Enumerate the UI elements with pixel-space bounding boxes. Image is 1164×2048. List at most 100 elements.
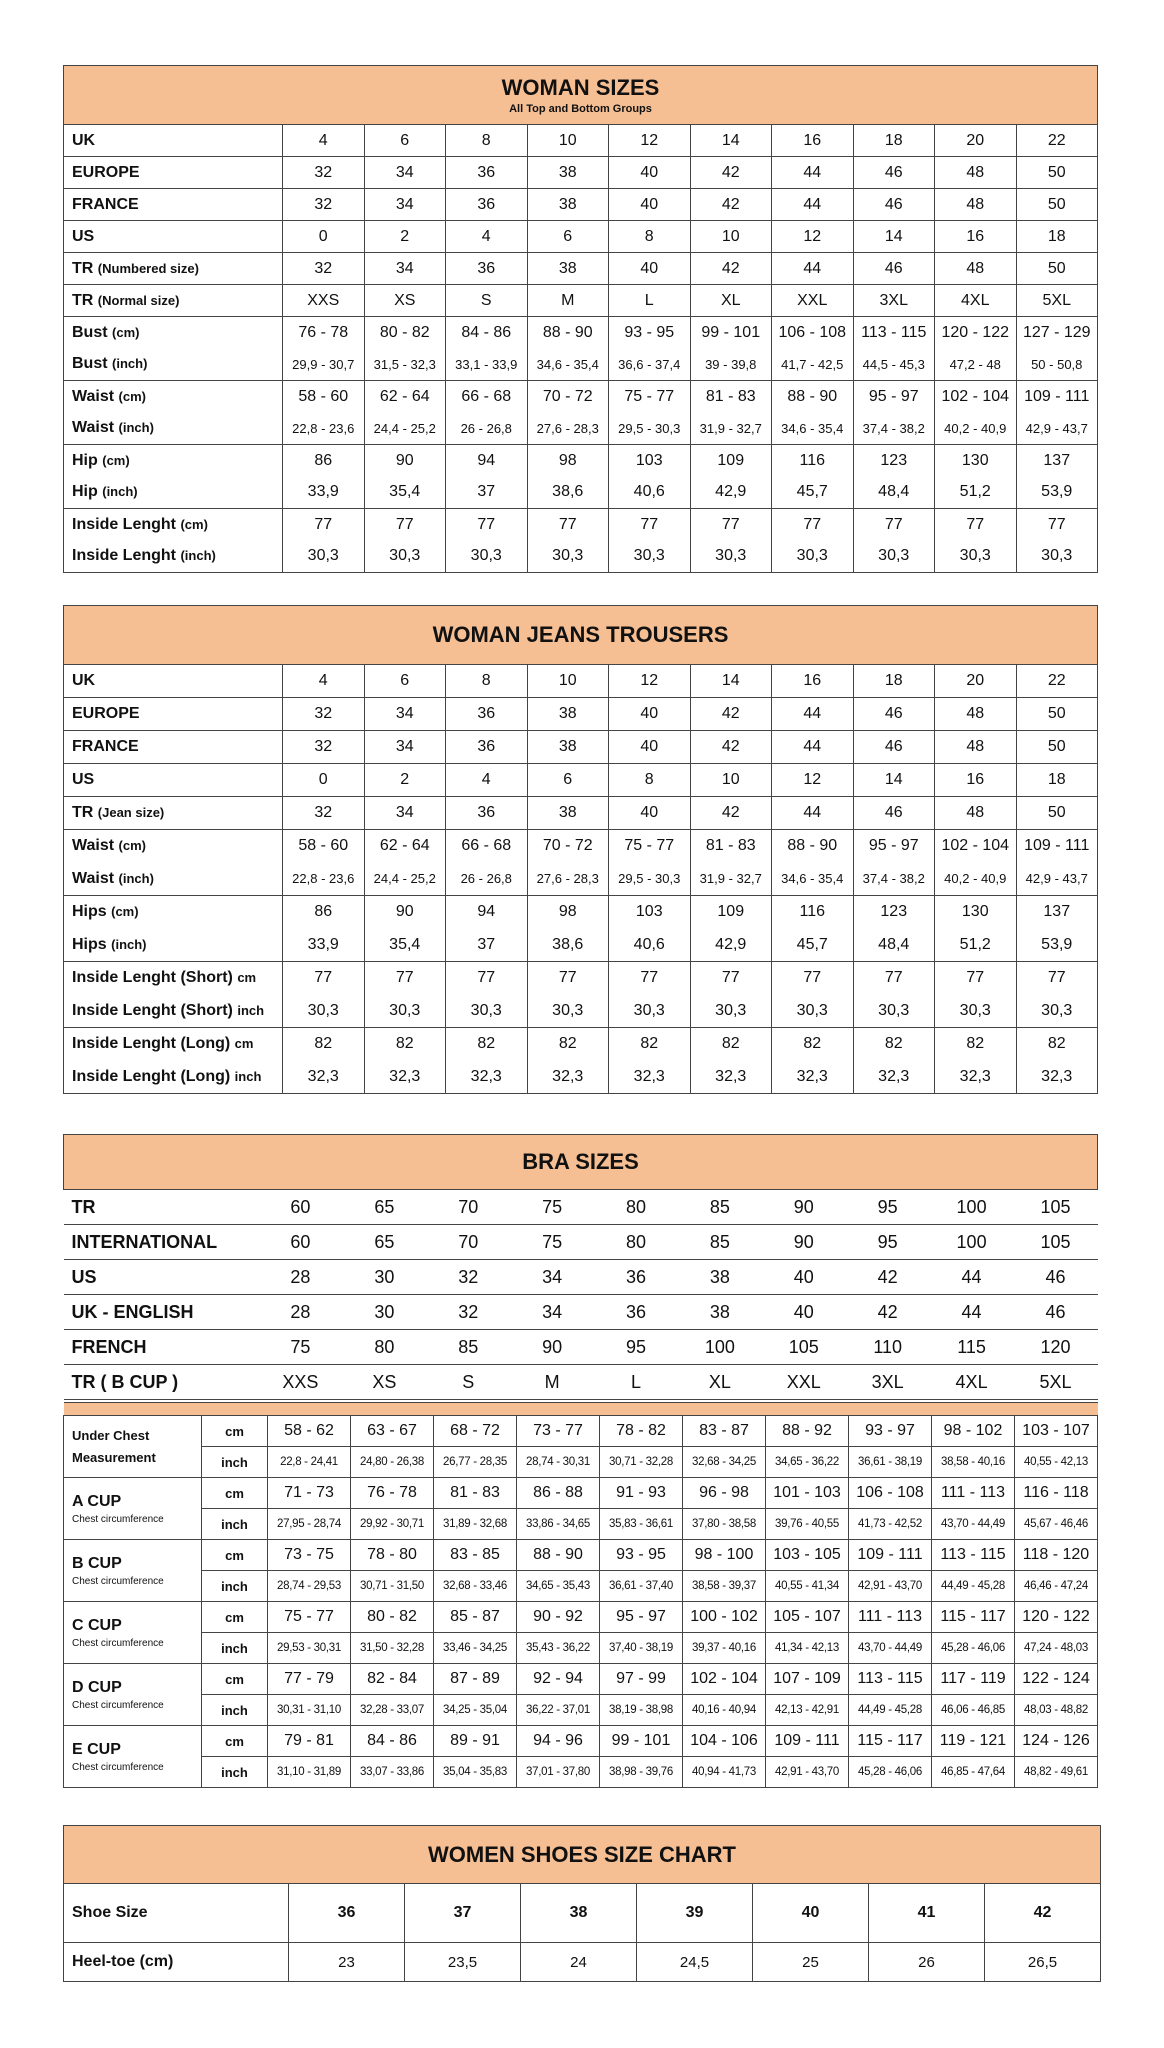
table-cell: 30,3 <box>363 994 446 1028</box>
table-cell: 82 <box>1015 1027 1098 1061</box>
table-cell: 70 - 72 <box>526 380 609 413</box>
table-cell: 83 - 87 <box>682 1415 766 1447</box>
table-cell: 115 - 117 <box>848 1725 932 1757</box>
table-cell: 18 <box>852 664 935 698</box>
table-cell: 77 <box>445 508 528 541</box>
table-cell: 104 - 106 <box>682 1725 766 1757</box>
table-cell: 77 <box>771 961 854 995</box>
table-cell: 44 <box>771 697 854 731</box>
row-label-unit: (cm) <box>102 452 130 468</box>
row-label: UK - ENGLISH <box>63 1294 259 1330</box>
table-row: US 28 30 32 34 36 38 40 42 44 46 <box>63 1259 1098 1295</box>
unit-cm: cm <box>201 1663 268 1695</box>
row-label: Hips (inch) <box>63 928 283 962</box>
table-cell: 44 <box>771 188 854 221</box>
table-cell: 36 <box>445 796 528 830</box>
cup-label-text: C CUP <box>72 1616 122 1634</box>
table-cell: 33,86 - 34,65 <box>516 1508 600 1540</box>
table-cell: 73 - 75 <box>267 1539 351 1571</box>
table-cell: 90 <box>363 444 446 477</box>
table-cell: 36,61 - 37,40 <box>599 1570 683 1602</box>
table-cell: 58 - 60 <box>282 829 365 863</box>
table-cell: 12 <box>608 124 691 157</box>
table-cell: 22,8 - 23,6 <box>282 862 365 896</box>
table-cell: 88 - 90 <box>771 380 854 413</box>
table-cell: 29,5 - 30,3 <box>608 412 691 445</box>
table-cell: 32 <box>282 796 365 830</box>
row-label-unit: (cm) <box>180 516 208 532</box>
cup-label-text: B CUP <box>72 1554 122 1572</box>
table-row: EUROPE 32 34 36 38 40 42 44 46 48 50 <box>63 697 1098 731</box>
table-cell: 33,46 - 34,25 <box>433 1632 517 1664</box>
cup-sublabel: Chest circumference <box>72 1637 164 1649</box>
table-cell: XXL <box>761 1364 846 1400</box>
table-cell: 43,70 - 44,49 <box>848 1632 932 1664</box>
table-cell: 46 <box>852 730 935 764</box>
table-cell: 86 - 88 <box>516 1477 600 1509</box>
table-cell: 96 - 98 <box>682 1477 766 1509</box>
table-cell: S <box>445 284 528 317</box>
table-cell: 94 - 96 <box>516 1725 600 1757</box>
table-cell: 40 <box>608 730 691 764</box>
table-row: Inside Lenght (Short) cm 77 77 77 77 77 77 77 77… <box>63 961 1098 995</box>
table-row: Inside Lenght (Short) inch 30,3 30,3 30,3 30… <box>63 994 1098 1028</box>
table-cell: 100 <box>929 1224 1014 1260</box>
table-cell: 87 - 89 <box>433 1663 517 1695</box>
woman-sizes-table: WOMAN SIZES All Top and Bottom Groups UK… <box>63 65 1098 573</box>
table-cell: 102 - 104 <box>934 829 1017 863</box>
table-cell: 48,82 - 49,61 <box>1014 1756 1098 1788</box>
table-cell: 84 - 86 <box>350 1725 434 1757</box>
cup-label: D CUP Chest circumference <box>63 1663 202 1726</box>
table-cell: 105 <box>1013 1224 1098 1260</box>
row-label: Bust (inch) <box>63 348 283 381</box>
table-cell: 37 <box>404 1883 521 1943</box>
jeans-title: WOMAN JEANS TROUSERS <box>432 622 729 647</box>
table-row: inch 31,10 - 31,89 33,07 - 33,86 35,04 - 35… <box>64 1756 1098 1788</box>
bra-title: BRA SIZES <box>522 1149 639 1174</box>
table-cell: 40 <box>761 1259 846 1295</box>
table-row: TR (Numbered size) 32 34 36 38 40 42 44 46 48 50 <box>63 252 1098 285</box>
table-cell: 30,3 <box>363 540 446 573</box>
table-cell: 77 <box>1015 508 1098 541</box>
table-cell: 77 <box>282 961 365 995</box>
table-cell: 22,8 - 23,6 <box>282 412 365 445</box>
table-cell: 14 <box>852 763 935 797</box>
table-cell: 36 <box>288 1883 405 1943</box>
table-cell: 16 <box>771 124 854 157</box>
table-cell: 83 - 85 <box>433 1539 517 1571</box>
row-label: Hips (cm) <box>63 895 283 929</box>
row-label-text: EUROPE <box>72 163 140 181</box>
table-cell: 10 <box>526 664 609 698</box>
table-cell: 36 <box>445 188 528 221</box>
table-cell: 38 <box>677 1294 762 1330</box>
table-cell: 66 - 68 <box>445 829 528 863</box>
table-cell: 32 <box>282 252 365 285</box>
table-cell: 106 - 108 <box>848 1477 932 1509</box>
row-label: Waist (cm) <box>63 380 283 413</box>
table-cell: 110 <box>845 1329 930 1365</box>
table-cell: 77 <box>852 961 935 995</box>
shoes-size-table: WOMEN SHOES SIZE CHART Shoe Size 36 37 38 39… <box>63 1825 1101 1982</box>
table-cell: 16 <box>771 664 854 698</box>
table-cell: 36 <box>445 730 528 764</box>
table-cell: 37,80 - 38,58 <box>682 1508 766 1540</box>
table-cell: 34 <box>363 796 446 830</box>
table-cell: 109 <box>689 895 772 929</box>
table-cell: 10 <box>689 220 772 253</box>
table-cell: 36 <box>445 156 528 189</box>
table-cell: 123 <box>852 895 935 929</box>
table-cell: 24,4 - 25,2 <box>363 412 446 445</box>
table-cell: 3XL <box>852 284 935 317</box>
table-cell: 36,6 - 37,4 <box>608 348 691 381</box>
table-cell: 122 - 124 <box>1014 1663 1098 1695</box>
table-cell: 85 - 87 <box>433 1601 517 1633</box>
table-cell: 88 - 90 <box>516 1539 600 1571</box>
unit-cm: cm <box>201 1725 268 1757</box>
table-row: TR (Jean size) 32 34 36 38 40 42 44 46 48 50 <box>63 796 1098 830</box>
table-cell: 42,13 - 42,91 <box>765 1694 849 1726</box>
row-label: Inside Lenght (inch) <box>63 540 283 573</box>
table-cell: 103 <box>608 444 691 477</box>
table-cell: 53,9 <box>1015 476 1098 509</box>
row-label-text: UK <box>72 672 96 689</box>
table-cell: 105 - 107 <box>765 1601 849 1633</box>
